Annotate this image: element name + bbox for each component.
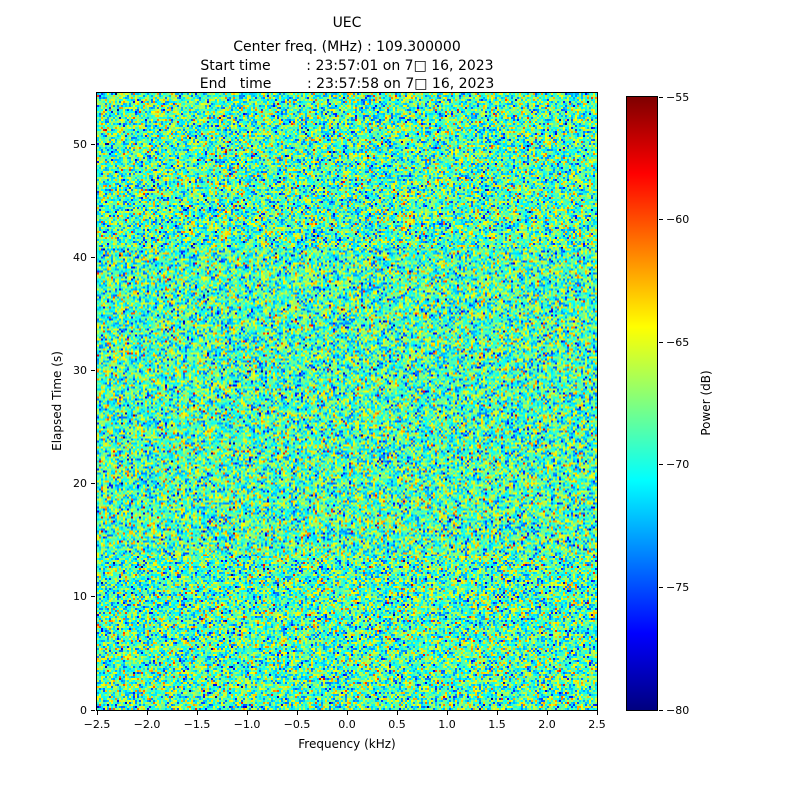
x-tick-label: 1.0 xyxy=(438,718,456,731)
colorbar-tick-label: −80 xyxy=(666,703,690,717)
x-tick-label: 0.0 xyxy=(338,718,356,731)
x-tick-label: 1.5 xyxy=(488,718,506,731)
colorbar-tick-label: −70 xyxy=(666,458,690,472)
y-tick-label: 30 xyxy=(73,364,87,378)
y-tick-mark xyxy=(91,596,95,598)
x-tick-label: 0.5 xyxy=(388,718,406,731)
plot-area xyxy=(96,92,598,711)
y-tick-mark xyxy=(91,483,95,485)
x-tick-label: −2.5 xyxy=(83,718,111,731)
y-tick-label: 50 xyxy=(73,138,87,152)
y-tick-label: 40 xyxy=(73,251,87,265)
colorbar-tick-label: −60 xyxy=(666,213,690,227)
x-tick-mark xyxy=(446,711,448,715)
colorbar-label: Power (dB) xyxy=(699,370,713,436)
x-axis-label: Frequency (kHz) xyxy=(298,737,396,751)
colorbar-tick-mark xyxy=(659,586,663,588)
x-tick-label: −1.5 xyxy=(183,718,211,731)
x-tick-label: 2.0 xyxy=(538,718,556,731)
y-tick-label: 0 xyxy=(80,703,87,717)
colorbar-gradient xyxy=(627,97,657,710)
x-tick-mark xyxy=(146,711,148,715)
x-tick-mark xyxy=(196,711,198,715)
x-tick-label: 2.5 xyxy=(588,718,606,731)
y-tick-label: 20 xyxy=(73,477,87,491)
x-tick-mark xyxy=(246,711,248,715)
x-tick-mark xyxy=(346,711,348,715)
colorbar xyxy=(626,96,658,711)
x-tick-mark xyxy=(496,711,498,715)
x-tick-mark xyxy=(596,711,598,715)
x-tick-label: −2.0 xyxy=(133,718,161,731)
colorbar-tick-label: −75 xyxy=(666,580,690,594)
x-tick-mark xyxy=(546,711,548,715)
colorbar-tick-label: −65 xyxy=(666,335,690,349)
y-tick-mark xyxy=(91,709,95,711)
y-tick-mark xyxy=(91,257,95,259)
colorbar-tick-label: −55 xyxy=(666,90,690,104)
y-tick-mark xyxy=(91,370,95,372)
subtitle-start-time: Start time : 23:57:01 on 7□ 16, 2023 xyxy=(200,57,494,74)
spectrogram-heatmap xyxy=(97,93,597,710)
chart-subtitle: Center freq. (MHz) : 109.300000 Start ti… xyxy=(47,38,647,94)
colorbar-tick-mark xyxy=(659,219,663,221)
colorbar-tick-mark xyxy=(659,709,663,711)
y-tick-mark xyxy=(91,144,95,146)
subtitle-center-freq: Center freq. (MHz) : 109.300000 xyxy=(233,39,461,55)
colorbar-tick-mark xyxy=(659,341,663,343)
x-tick-mark xyxy=(96,711,98,715)
colorbar-tick-mark xyxy=(659,464,663,466)
x-tick-label: −0.5 xyxy=(283,718,311,731)
x-tick-mark xyxy=(396,711,398,715)
colorbar-tick-mark xyxy=(659,96,663,98)
subtitle-end-time: End time : 23:57:58 on 7□ 16, 2023 xyxy=(199,76,495,92)
chart-title: UEC xyxy=(332,15,362,31)
x-tick-mark xyxy=(296,711,298,715)
x-tick-label: −1.0 xyxy=(233,718,261,731)
y-tick-label: 10 xyxy=(73,590,87,604)
